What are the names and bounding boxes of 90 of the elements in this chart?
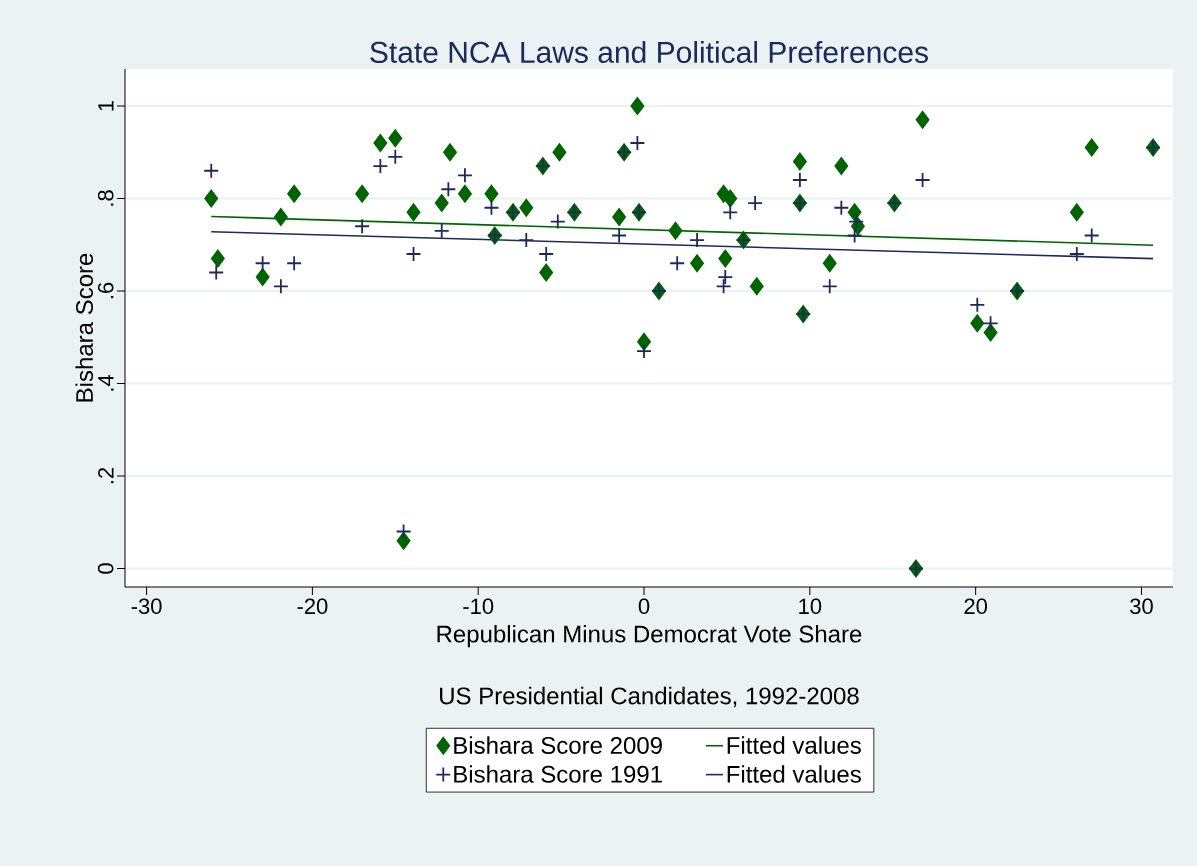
point <box>846 227 863 244</box>
y-tick-label: .4 <box>98 374 114 391</box>
point <box>722 204 739 221</box>
point <box>1084 138 1099 157</box>
point <box>715 278 732 295</box>
point <box>723 189 738 208</box>
y-tick-label: 1 <box>98 100 114 111</box>
x-tick-label: -10 <box>463 598 494 615</box>
y-tick-label: 0 <box>97 563 114 574</box>
point <box>396 531 411 550</box>
point <box>970 314 985 333</box>
point <box>668 221 683 240</box>
point <box>821 278 838 295</box>
point <box>203 162 220 179</box>
point <box>287 184 302 203</box>
point <box>254 255 271 272</box>
point <box>629 135 646 151</box>
point <box>210 249 225 268</box>
point <box>354 218 371 235</box>
point <box>611 227 628 244</box>
y-axis-title: Bishara Score <box>75 253 94 402</box>
point <box>636 343 652 360</box>
point <box>749 277 764 296</box>
legend-label: Fitted values <box>727 736 861 754</box>
point <box>395 523 412 540</box>
point <box>286 255 303 272</box>
point <box>630 97 645 115</box>
point <box>718 249 733 268</box>
y-tick-label: .2 <box>98 467 114 484</box>
point <box>791 172 808 188</box>
point <box>434 194 449 213</box>
x-tick-label: 20 <box>964 598 988 615</box>
point <box>552 143 567 162</box>
point <box>458 184 472 203</box>
point <box>969 296 986 313</box>
point <box>612 208 627 226</box>
x-tick-label: 0 <box>638 598 650 615</box>
point <box>747 195 764 212</box>
point <box>433 222 450 239</box>
point <box>372 158 389 175</box>
point <box>983 323 998 342</box>
point <box>914 172 931 188</box>
point <box>440 181 457 198</box>
point <box>373 134 388 152</box>
point <box>690 254 704 273</box>
point <box>792 152 807 171</box>
point <box>208 264 225 281</box>
point <box>519 198 534 217</box>
chart-title: State NCA Laws and Political Preferences <box>370 40 928 63</box>
point <box>484 184 499 203</box>
point <box>549 213 566 230</box>
point <box>848 213 865 230</box>
point <box>915 110 930 129</box>
point <box>355 184 370 203</box>
text: US Presidential Candidates, 1992-2008 <box>440 686 859 708</box>
x-tick-label: 30 <box>1130 598 1153 615</box>
point <box>255 268 270 287</box>
point <box>822 254 837 273</box>
point <box>833 199 850 216</box>
point <box>388 129 403 148</box>
point <box>1068 246 1085 262</box>
point <box>483 199 500 216</box>
point <box>834 157 849 176</box>
point <box>406 203 421 222</box>
x-tick-label: -30 <box>131 598 162 615</box>
point <box>443 143 457 162</box>
point <box>539 263 554 282</box>
point <box>689 232 705 249</box>
point <box>1069 203 1084 222</box>
point <box>273 208 288 226</box>
x-axis-title: Republican Minus Democrat Vote Share <box>437 624 862 648</box>
point <box>204 189 219 208</box>
point <box>518 232 535 249</box>
point <box>405 246 422 262</box>
legend-label: Bishara Score 1991 <box>454 765 662 783</box>
point <box>669 255 686 272</box>
x-tick-label: -20 <box>297 598 328 615</box>
legend-label: Bishara Score 2009 <box>454 736 662 754</box>
point <box>387 148 404 165</box>
point <box>717 269 734 286</box>
point <box>847 203 862 222</box>
x-tick-label: 10 <box>799 598 822 615</box>
point <box>538 246 555 262</box>
y-tick-label: .8 <box>97 190 114 206</box>
point <box>982 315 999 332</box>
y-tick-label: .6 <box>97 282 114 299</box>
legend-label: Fitted values <box>727 765 861 783</box>
point <box>457 167 473 184</box>
point <box>1083 227 1100 244</box>
point <box>272 278 289 295</box>
